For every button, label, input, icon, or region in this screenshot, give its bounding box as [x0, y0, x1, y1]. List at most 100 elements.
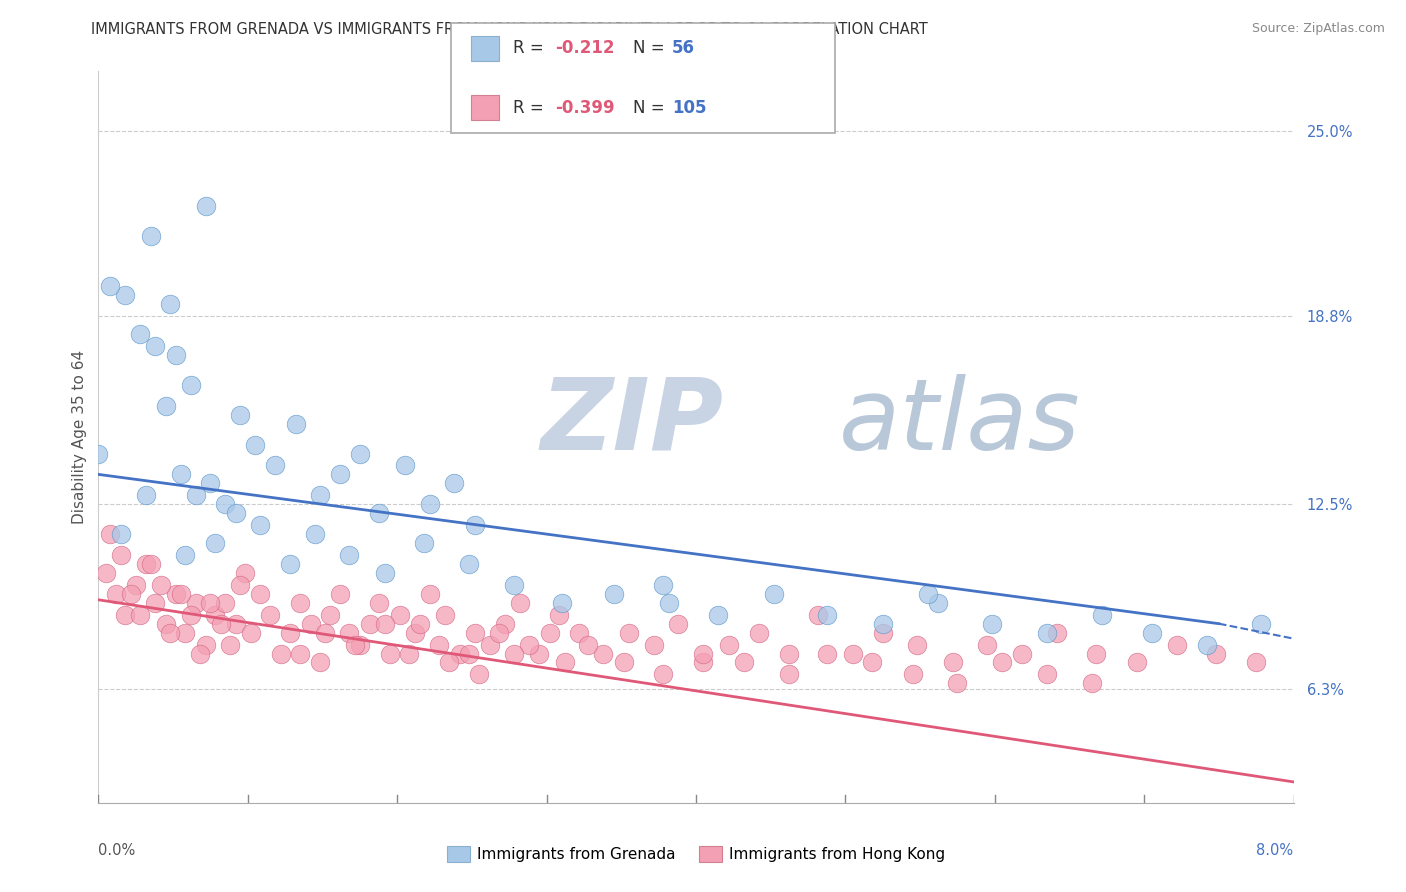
Point: [1036, 667, 1059, 681]
Point: [195, 638, 218, 652]
Point: [110, 548, 132, 562]
Point: [842, 647, 865, 661]
Point: [613, 656, 636, 670]
Point: [1046, 625, 1069, 640]
Point: [658, 596, 681, 610]
Point: [114, 288, 136, 302]
Text: 105: 105: [672, 99, 707, 117]
Point: [652, 667, 675, 681]
Point: [917, 587, 939, 601]
Point: [807, 607, 830, 622]
Point: [143, 596, 166, 610]
Point: [214, 497, 236, 511]
Text: Source: ZipAtlas.com: Source: ZipAtlas.com: [1251, 22, 1385, 36]
Point: [195, 199, 218, 213]
Point: [110, 527, 132, 541]
Point: [278, 557, 301, 571]
Point: [204, 607, 226, 622]
Point: [547, 607, 569, 622]
Point: [434, 607, 457, 622]
Point: [98, 527, 122, 541]
Point: [155, 399, 177, 413]
Point: [592, 647, 614, 661]
Point: [1081, 676, 1104, 690]
Point: [413, 536, 436, 550]
Point: [155, 616, 177, 631]
Point: [458, 647, 481, 661]
Point: [942, 656, 965, 670]
Text: N =: N =: [633, 99, 664, 117]
Point: [538, 625, 561, 640]
Point: [1085, 647, 1108, 661]
Point: [374, 616, 396, 631]
Point: [135, 557, 157, 571]
Point: [263, 458, 285, 473]
Text: -0.212: -0.212: [555, 39, 614, 57]
Point: [378, 647, 401, 661]
Point: [872, 625, 894, 640]
Point: [458, 557, 481, 571]
Point: [239, 625, 262, 640]
Point: [129, 607, 152, 622]
Point: [554, 656, 576, 670]
Point: [180, 607, 202, 622]
Point: [374, 566, 396, 580]
Point: [344, 638, 367, 652]
Point: [174, 625, 197, 640]
Text: 8.0%: 8.0%: [1257, 843, 1294, 858]
Point: [315, 625, 337, 640]
Text: 0.0%: 0.0%: [98, 843, 135, 858]
Point: [1166, 638, 1188, 652]
Point: [404, 625, 426, 640]
Point: [478, 638, 501, 652]
Point: [1250, 616, 1272, 631]
Point: [652, 578, 675, 592]
Point: [1036, 625, 1059, 640]
Point: [1125, 656, 1147, 670]
Point: [288, 647, 311, 661]
Point: [464, 625, 486, 640]
Point: [184, 488, 207, 502]
Point: [946, 676, 969, 690]
Point: [288, 596, 311, 610]
Point: [1140, 625, 1163, 640]
Point: [815, 607, 838, 622]
Point: [1205, 647, 1227, 661]
Point: [200, 596, 222, 610]
Point: [339, 625, 361, 640]
Point: [427, 638, 450, 652]
Point: [419, 497, 441, 511]
Point: [349, 638, 371, 652]
Point: [259, 607, 281, 622]
Point: [225, 506, 247, 520]
Point: [319, 607, 342, 622]
Point: [733, 656, 755, 670]
Point: [439, 656, 461, 670]
Point: [105, 587, 128, 601]
Point: [1195, 638, 1218, 652]
Point: [509, 596, 531, 610]
Point: [778, 647, 800, 661]
Point: [464, 518, 486, 533]
Point: [578, 638, 600, 652]
Point: [748, 625, 770, 640]
Point: [1011, 647, 1033, 661]
Point: [270, 647, 292, 661]
Point: [494, 616, 516, 631]
Point: [125, 578, 148, 592]
Point: [209, 616, 232, 631]
Point: [135, 488, 157, 502]
Point: [398, 647, 420, 661]
Point: [468, 667, 491, 681]
Point: [1244, 656, 1267, 670]
Point: [278, 625, 301, 640]
Point: [180, 377, 202, 392]
Point: [284, 417, 307, 431]
Point: [114, 607, 136, 622]
Point: [339, 548, 361, 562]
Text: R =: R =: [513, 99, 550, 117]
Point: [617, 625, 640, 640]
Point: [860, 656, 883, 670]
Point: [901, 667, 924, 681]
Point: [349, 446, 371, 460]
